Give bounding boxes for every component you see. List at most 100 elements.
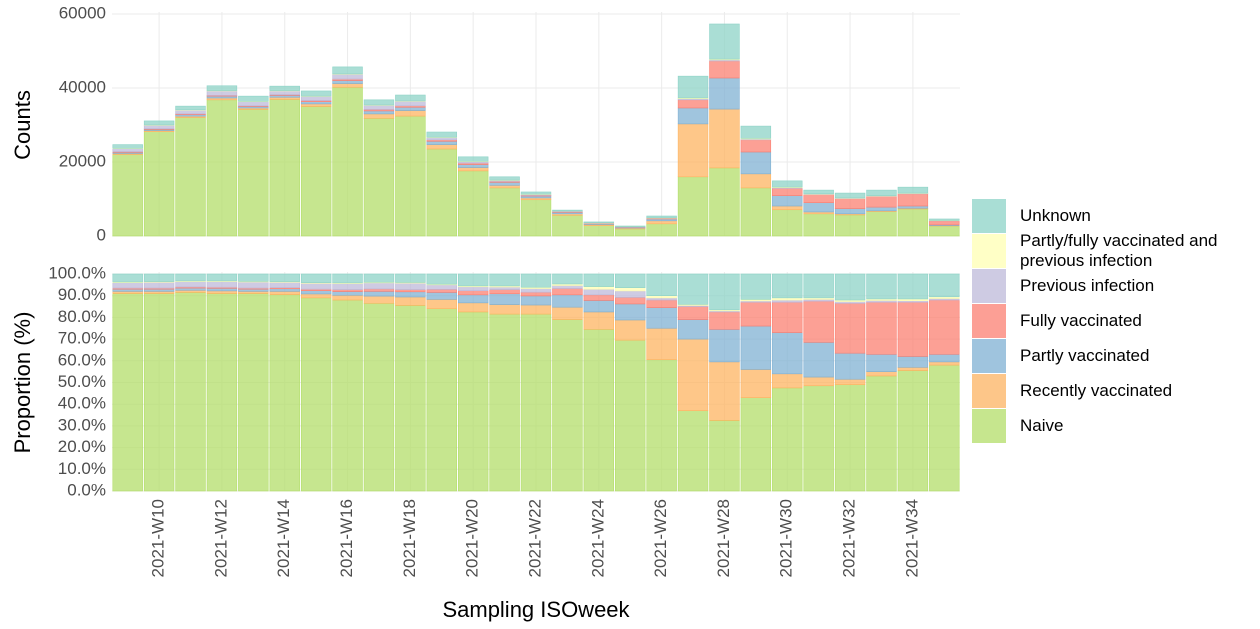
bar-segment — [489, 304, 520, 315]
bar-segment — [300, 96, 332, 101]
bar-segment — [457, 167, 489, 172]
bar-segment — [363, 282, 395, 290]
y-tick-label: 60000 — [59, 3, 106, 22]
bar-segment — [269, 288, 300, 292]
bar-segment — [238, 95, 269, 102]
bar-segment — [112, 144, 143, 149]
bar-segment — [426, 308, 457, 492]
bar-segment — [803, 376, 834, 387]
bar-segment — [772, 187, 803, 196]
bar-segment — [834, 198, 866, 209]
y-tick-label: 70.0% — [58, 329, 106, 348]
x-tick-label: 2021-W26 — [651, 499, 670, 577]
bar-segment — [206, 288, 238, 292]
bar-segment — [929, 364, 960, 492]
legend-label: Fully vaccinated — [1020, 310, 1142, 330]
x-tick-label: 2021-W20 — [463, 499, 482, 577]
bar-segment — [615, 225, 646, 227]
bar-segment — [489, 182, 520, 186]
bar-segment — [269, 291, 300, 295]
bar-segment — [395, 101, 426, 107]
bar-segment — [709, 311, 740, 330]
x-tick-label: 2021-W24 — [588, 499, 607, 577]
bar-segment — [175, 105, 206, 111]
legend-item: Naive — [972, 408, 1242, 443]
bar-segment — [238, 273, 269, 282]
bar-segment — [269, 273, 300, 282]
bar-segment — [615, 339, 646, 492]
bar-segment — [206, 85, 238, 91]
bar-segment — [426, 144, 457, 150]
bar-segment — [238, 101, 269, 107]
bar-segment — [457, 290, 489, 296]
legend-item: Unknown — [972, 198, 1242, 233]
bar-segment — [583, 294, 615, 301]
legend-item: Partly/fully vaccinated and previous inf… — [972, 231, 1242, 270]
x-tick-label: 2021-W14 — [274, 499, 293, 577]
bar-segment — [677, 176, 709, 237]
bar-segment — [677, 319, 709, 340]
bar-segment — [772, 180, 803, 188]
bar-segment — [332, 273, 363, 284]
bar-segment — [740, 325, 772, 370]
bar-segment — [709, 167, 740, 237]
bar-segment — [646, 220, 677, 225]
bar-segment — [552, 209, 583, 212]
legend-swatch — [972, 233, 1006, 268]
y-tick-label: 20.0% — [58, 437, 106, 456]
bar-segment — [206, 290, 238, 294]
bar-segment — [897, 208, 929, 237]
bar-segment — [803, 202, 834, 213]
bar-segment — [646, 299, 677, 308]
bar-segment — [772, 299, 803, 303]
bar-segment — [489, 286, 520, 290]
bar-segment — [457, 164, 489, 168]
bar-segment — [615, 297, 646, 305]
bar-segment — [457, 273, 489, 287]
bar-segment — [677, 75, 709, 99]
bar-segment — [803, 342, 834, 378]
x-tick-label: 2021-W34 — [902, 499, 921, 577]
bar-segment — [332, 299, 363, 492]
bar-segment — [489, 185, 520, 189]
bar-segment — [112, 291, 143, 294]
bar-segment — [112, 154, 143, 237]
bar-segment — [457, 311, 489, 492]
bar-segment — [646, 295, 677, 299]
bar-segment — [583, 288, 615, 296]
bar-segment — [803, 189, 834, 195]
bar-segment — [300, 290, 332, 295]
bar-segment — [269, 281, 300, 288]
bar-segment — [363, 110, 395, 115]
legend-item: Fully vaccinated — [972, 303, 1242, 338]
bar-segment — [143, 288, 175, 292]
bar-segment — [426, 131, 457, 138]
bar-segment — [363, 105, 395, 110]
legend-label: Recently vaccinated — [1020, 380, 1173, 400]
x-tick-label: 2021-W12 — [211, 499, 230, 577]
legend-swatch — [972, 303, 1006, 338]
bar-segment — [897, 370, 929, 492]
bar-segment — [834, 384, 866, 492]
bar-segment — [615, 273, 646, 288]
bar-segment — [112, 288, 143, 292]
bar-segment — [332, 83, 363, 88]
bar-segment — [175, 273, 206, 282]
bar-segment — [740, 173, 772, 189]
bar-segment — [112, 148, 143, 152]
bar-segment — [709, 60, 740, 79]
y-tick-label: 90.0% — [58, 285, 106, 304]
legend-swatch — [972, 338, 1006, 373]
legend-label: Unknown — [1020, 205, 1091, 225]
bar-segment — [897, 273, 929, 300]
bar-segment — [426, 292, 457, 300]
bar-segment — [143, 293, 175, 492]
bar-segment — [426, 284, 457, 290]
bar-segment — [834, 273, 866, 301]
legend-label: Partly vaccinated — [1020, 345, 1150, 365]
legend-swatch — [972, 408, 1006, 443]
bar-segment — [363, 273, 395, 283]
bar-segment — [332, 294, 363, 301]
